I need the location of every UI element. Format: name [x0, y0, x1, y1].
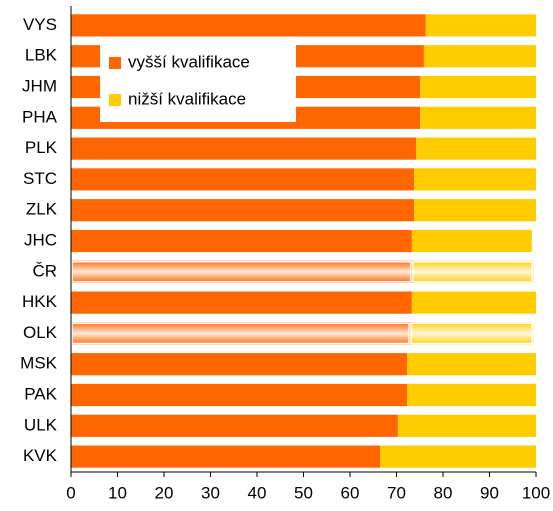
- x-tick-label: 30: [201, 483, 220, 502]
- y-tick-label: ČR: [32, 261, 57, 280]
- legend-label: vyšší kvalifikace: [128, 52, 250, 71]
- bar: [380, 445, 536, 468]
- y-tick-label: JHC: [24, 230, 57, 249]
- x-tick-label: 20: [155, 483, 174, 502]
- bar: [71, 229, 412, 253]
- bar: [411, 229, 532, 253]
- bar: [71, 168, 415, 191]
- bar: [420, 75, 536, 99]
- x-tick-label: 60: [341, 483, 360, 502]
- x-tick-label: 0: [66, 483, 75, 502]
- x-tick-label: 100: [522, 483, 550, 502]
- bar: [416, 137, 536, 160]
- bar: [71, 353, 408, 376]
- bar: [407, 383, 536, 407]
- bar: [71, 14, 426, 37]
- y-tick-label: KVK: [23, 446, 58, 465]
- legend-label: nižší kvalifikace: [128, 89, 246, 108]
- bar: [397, 414, 536, 437]
- y-tick-label: HKK: [22, 292, 58, 311]
- legend-box: [100, 40, 296, 122]
- bar: [411, 291, 536, 314]
- x-tick-label: 90: [480, 483, 499, 502]
- bar-highlight: [412, 260, 533, 283]
- bar: [425, 14, 536, 37]
- bar: [71, 414, 398, 437]
- y-tick-label: PLK: [25, 138, 58, 157]
- bar: [71, 445, 381, 468]
- x-tick-label: 40: [248, 483, 267, 502]
- y-tick-label: OLK: [23, 323, 58, 342]
- bar-highlight: [71, 322, 410, 345]
- y-tick-label: MSK: [20, 354, 58, 373]
- legend-swatch: [109, 94, 121, 106]
- bar: [414, 168, 536, 191]
- bar: [414, 199, 536, 222]
- bar: [423, 45, 536, 68]
- x-tick-label: 10: [108, 483, 127, 502]
- y-tick-label: ZLK: [26, 200, 58, 219]
- bar: [71, 383, 408, 407]
- legend-swatch: [109, 57, 121, 69]
- y-tick-label: VYS: [23, 15, 57, 34]
- x-tick-label: 80: [434, 483, 453, 502]
- x-tick-label: 50: [294, 483, 313, 502]
- x-tick-label: 70: [387, 483, 406, 502]
- bar: [71, 291, 412, 314]
- bar-highlight: [410, 322, 533, 345]
- y-tick-label: PHA: [22, 107, 58, 126]
- bar: [420, 106, 536, 129]
- legend: vyšší kvalifikace nižší kvalifikace: [100, 40, 296, 122]
- bar: [71, 137, 417, 160]
- bar-highlight: [71, 260, 412, 283]
- bar: [407, 353, 536, 376]
- y-tick-label: PAK: [24, 384, 57, 403]
- bar: [71, 199, 415, 222]
- y-tick-label: ULK: [24, 415, 58, 434]
- y-tick-label: STC: [23, 169, 57, 188]
- y-tick-label: JHM: [22, 76, 57, 95]
- y-tick-label: LBK: [25, 46, 58, 65]
